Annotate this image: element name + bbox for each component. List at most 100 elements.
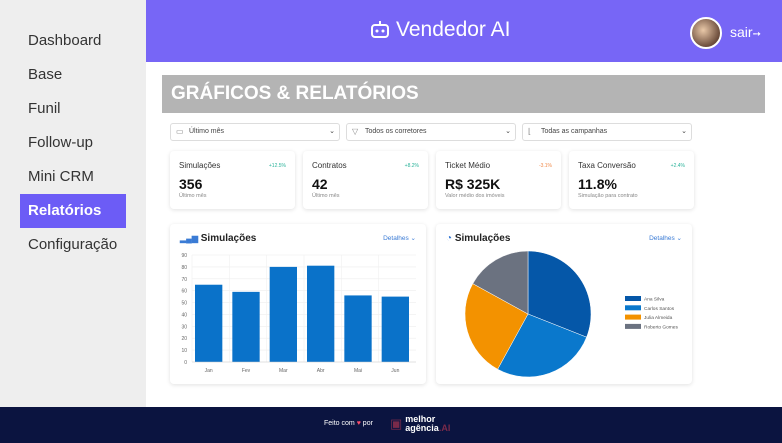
- avatar[interactable]: [690, 17, 722, 49]
- kpi-taxa-conversao: Taxa Conversão +2.4% 11.8% Simulação par…: [569, 151, 694, 209]
- chevron-down-icon: ⌄: [410, 235, 416, 242]
- legend-label: Roberto Gomes: [644, 324, 678, 330]
- kpi-value: 356: [179, 176, 203, 192]
- pie-chart: Ana Silva Carlos Santos Julia Almeida Rober…: [464, 250, 678, 378]
- details-button[interactable]: Detalhes ⌄: [383, 234, 416, 242]
- bar-Jun[interactable]: [381, 296, 409, 362]
- x-tick-label: Jan: [205, 368, 213, 374]
- pie-chart-title: ◔ Simulações: [446, 233, 510, 244]
- pie-slice-2[interactable]: [464, 283, 529, 370]
- y-tick-label: 10: [181, 348, 187, 354]
- footer-logo[interactable]: ▣ melhor agência.AI: [390, 415, 450, 433]
- sidebar-item-follow-up[interactable]: Follow-up: [28, 134, 94, 151]
- kpi-change: +2.4%: [670, 163, 685, 169]
- sidebar-item-configuracao[interactable]: Configuração: [28, 236, 118, 253]
- bar-chart-panel: ▂▄▆ Simulações Detalhes ⌄ 0 10 20 30 40 50 60 7…: [170, 224, 426, 384]
- pie-slice-0[interactable]: [527, 250, 592, 338]
- kpi-subtitle: Simulação para contrato: [578, 193, 638, 199]
- period-value: Último mês: [189, 128, 225, 135]
- kpi-value: 42: [312, 176, 328, 192]
- robot-icon: [371, 21, 389, 38]
- sidebar: Dashboard Base Funil Follow-up Mini CRM …: [0, 0, 146, 407]
- period-select[interactable]: ▭ Último mês ⌄: [170, 123, 340, 141]
- bar-chart-title-text: Simulações: [200, 233, 257, 244]
- heart-icon: ♥: [356, 420, 361, 427]
- pie-slice-1[interactable]: [497, 313, 587, 378]
- y-tick-label: 60: [181, 289, 187, 295]
- x-tick-label: Jun: [391, 368, 399, 374]
- chevron-down-icon: ⌄: [505, 128, 511, 135]
- header: Vendedor AI sair➙: [146, 0, 782, 62]
- details-button[interactable]: Detalhes ⌄: [649, 234, 682, 242]
- y-tick-label: 20: [181, 336, 187, 342]
- kpi-label: Ticket Médio: [445, 161, 491, 170]
- app-title: Vendedor AI: [396, 18, 511, 41]
- x-tick-label: Abr: [317, 368, 325, 374]
- logo-line1: melhor: [405, 414, 436, 424]
- y-tick-label: 80: [181, 265, 187, 271]
- x-tick-label: Fev: [242, 368, 251, 374]
- calendar-icon: ▭: [176, 127, 184, 136]
- pie-chart-title-text: Simulações: [454, 233, 511, 244]
- legend-label: Julia Almeida: [644, 315, 673, 321]
- bar-chart-icon: ▂▄▆: [180, 234, 198, 243]
- sidebar-item-funil[interactable]: Funil: [28, 100, 61, 117]
- pie-slice-3[interactable]: [472, 250, 529, 315]
- campaign-value: Todas as campanhas: [541, 128, 608, 135]
- bar-chart-title: ▂▄▆ Simulações: [180, 233, 256, 244]
- y-tick-label: 40: [181, 312, 187, 318]
- kpi-ticket-medio: Ticket Médio -3.1% R$ 325K Valor médio d…: [436, 151, 561, 209]
- logout-button[interactable]: sair➙: [730, 24, 761, 40]
- filter-icon: ▽: [352, 127, 359, 136]
- kpi-change: +12.5%: [268, 163, 286, 169]
- broker-select[interactable]: ▽ Todos os corretores ⌄: [346, 123, 516, 141]
- bar-Jan[interactable]: [195, 284, 223, 362]
- chevron-down-icon: ⌄: [329, 128, 335, 135]
- kpi-subtitle: Último mês: [179, 193, 207, 199]
- kpi-simulacoes: Simulações +12.5% 356 Último mês: [170, 151, 295, 209]
- legend-label: Ana Silva: [644, 297, 665, 303]
- kpi-change: +8.2%: [404, 163, 419, 169]
- brand: Vendedor AI: [370, 18, 510, 42]
- kpi-subtitle: Último mês: [312, 193, 340, 199]
- y-tick-label: 50: [181, 301, 187, 307]
- kpi-contratos: Contratos +8.2% 42 Último mês: [303, 151, 428, 209]
- bar-Mar[interactable]: [269, 266, 297, 362]
- page-title: GRÁFICOS & RELATÓRIOS: [162, 75, 765, 113]
- chevron-down-icon: ⌄: [681, 128, 687, 135]
- sidebar-item-dashboard[interactable]: Dashboard: [28, 32, 102, 49]
- logo-suffix: .AI: [438, 423, 451, 433]
- kpi-value: R$ 325K: [445, 176, 501, 192]
- sidebar-item-relatorios[interactable]: Relatórios: [20, 194, 126, 228]
- kpi-change: -3.1%: [538, 163, 552, 169]
- bar-Abr[interactable]: [307, 265, 335, 362]
- bar-Fev[interactable]: [232, 291, 260, 362]
- y-tick-label: 0: [184, 360, 187, 366]
- arrow-right-icon: ➙: [752, 29, 761, 40]
- y-tick-label: 90: [181, 253, 187, 259]
- x-tick-label: Mai: [354, 368, 362, 374]
- legend-swatch: [625, 296, 641, 301]
- sidebar-item-mini-crm[interactable]: Mini CRM: [28, 168, 94, 185]
- kpi-label: Simulações: [179, 161, 221, 170]
- chart-icon: ⌊: [528, 127, 532, 136]
- chevron-down-icon: ⌄: [676, 235, 682, 242]
- kpi-subtitle: Valor médio dos imóveis: [445, 193, 505, 199]
- broker-value: Todos os corretores: [365, 128, 427, 135]
- legend-swatch: [625, 314, 641, 320]
- kpi-label: Contratos: [312, 161, 347, 170]
- details-label: Detalhes: [649, 235, 675, 242]
- legend-swatch: [625, 323, 641, 329]
- bar-chart: 0 10 20 30 40 50 60 70 80 90 Jan Fev Mar Abr Mai Jun: [181, 253, 416, 374]
- logout-label: sair: [730, 24, 753, 40]
- legend-swatch: [625, 305, 641, 311]
- sidebar-item-base[interactable]: Base: [28, 66, 63, 83]
- pie-chart-icon: ◔: [446, 233, 453, 244]
- x-tick-label: Mar: [279, 368, 288, 374]
- legend-label: Carlos Santos: [644, 306, 675, 312]
- bar-Mai[interactable]: [344, 295, 372, 362]
- footer-by: por: [362, 420, 373, 427]
- footer: Feito com ♥ por ▣ melhor agência.AI: [0, 407, 782, 443]
- campaign-select[interactable]: ⌊ Todas as campanhas ⌄: [522, 123, 692, 141]
- kpi-label: Taxa Conversão: [578, 161, 636, 170]
